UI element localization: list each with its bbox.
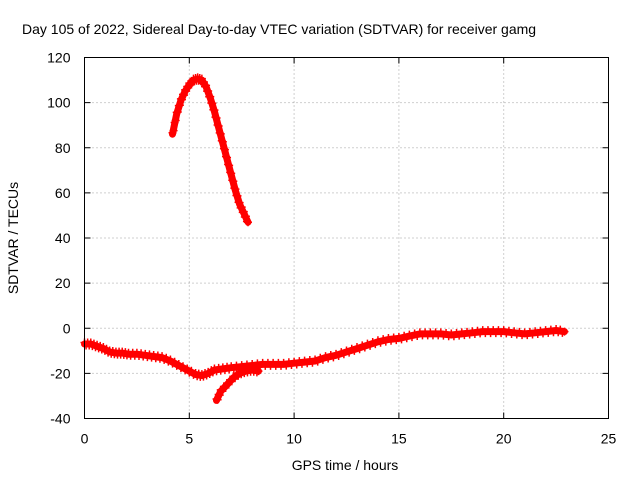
data-point-marker — [219, 144, 228, 153]
data-point-marker — [235, 198, 244, 207]
series-0 — [168, 73, 252, 227]
x-tick-label: 25 — [601, 431, 617, 447]
x-tick-label: 20 — [496, 431, 512, 447]
y-tick-label: 20 — [55, 275, 71, 291]
series-trace — [81, 327, 568, 380]
data-point-marker — [229, 177, 238, 186]
series-2 — [80, 325, 569, 381]
data-point-marker — [231, 185, 240, 194]
data-point-marker — [206, 92, 215, 101]
data-point-marker — [169, 126, 178, 135]
data-point-marker — [170, 357, 179, 366]
data-point-marker — [213, 395, 222, 404]
data-point-marker — [215, 128, 224, 137]
data-point-marker — [237, 203, 246, 212]
data-point-marker — [223, 153, 232, 162]
grid — [84, 57, 609, 419]
data-point-marker — [183, 364, 192, 373]
data-point-marker — [212, 114, 221, 123]
y-tick-label: 60 — [55, 185, 71, 201]
y-tick-label: -20 — [50, 365, 70, 381]
data-point-marker — [239, 207, 248, 216]
data-point-marker — [173, 108, 182, 117]
data-point-marker — [177, 95, 186, 104]
data-point-marker — [201, 82, 210, 91]
data-point-marker — [175, 101, 184, 110]
data-point-marker — [228, 176, 237, 185]
data-point-marker — [210, 106, 219, 115]
y-tick-label: -40 — [50, 411, 70, 427]
data-point-marker — [187, 366, 196, 375]
data-point-marker — [243, 218, 252, 227]
data-point-marker — [241, 212, 250, 221]
data-point-marker — [230, 184, 239, 193]
y-tick-label: 80 — [55, 140, 71, 156]
data-point-marker — [202, 81, 211, 90]
data-point-marker — [220, 145, 229, 154]
data-point-marker — [213, 120, 222, 129]
data-point-marker — [225, 161, 234, 170]
y-tick-label: 120 — [47, 50, 71, 66]
data-point-marker — [221, 152, 230, 161]
y-tick-label: 100 — [47, 95, 71, 111]
data-point-marker — [211, 113, 220, 122]
x-tick-label: 15 — [391, 431, 407, 447]
x-axis-label: GPS time / hours — [292, 457, 399, 473]
data-point-marker — [217, 136, 226, 145]
x-tick-label: 10 — [286, 431, 302, 447]
data-point-marker — [204, 86, 213, 95]
x-tick-label: 0 — [81, 431, 89, 447]
data-point-marker — [227, 169, 236, 178]
data-point-marker — [254, 367, 263, 376]
data-point-marker — [226, 168, 235, 177]
y-tick-label: 0 — [63, 320, 71, 336]
y-tick-label: 40 — [55, 230, 71, 246]
x-tick-label: 5 — [185, 431, 193, 447]
data-point-marker — [233, 191, 242, 200]
data-point-marker — [216, 129, 225, 138]
chart-title: Day 105 of 2022, Sidereal Day-to-day VTE… — [22, 21, 536, 37]
data-point-marker — [166, 355, 175, 364]
data-point-marker — [242, 217, 251, 226]
axis-ticks: 0 5 10 15 20 25 -40 -20 0 20 40 60 80 100 120 — [47, 50, 616, 447]
data-point-marker — [208, 99, 217, 108]
data-point-marker — [179, 362, 188, 371]
data-point-marker — [224, 160, 233, 169]
data-point-marker — [560, 327, 569, 336]
data-series — [80, 73, 569, 404]
data-point-marker — [174, 359, 183, 368]
plot-frame — [84, 57, 609, 419]
y-axis-label: SDTVAR / TECUs — [5, 182, 21, 294]
data-point-marker — [218, 137, 227, 146]
data-point-marker — [214, 121, 223, 130]
data-point-marker — [252, 368, 261, 377]
data-point-marker — [208, 368, 217, 377]
data-point-marker — [171, 116, 180, 125]
